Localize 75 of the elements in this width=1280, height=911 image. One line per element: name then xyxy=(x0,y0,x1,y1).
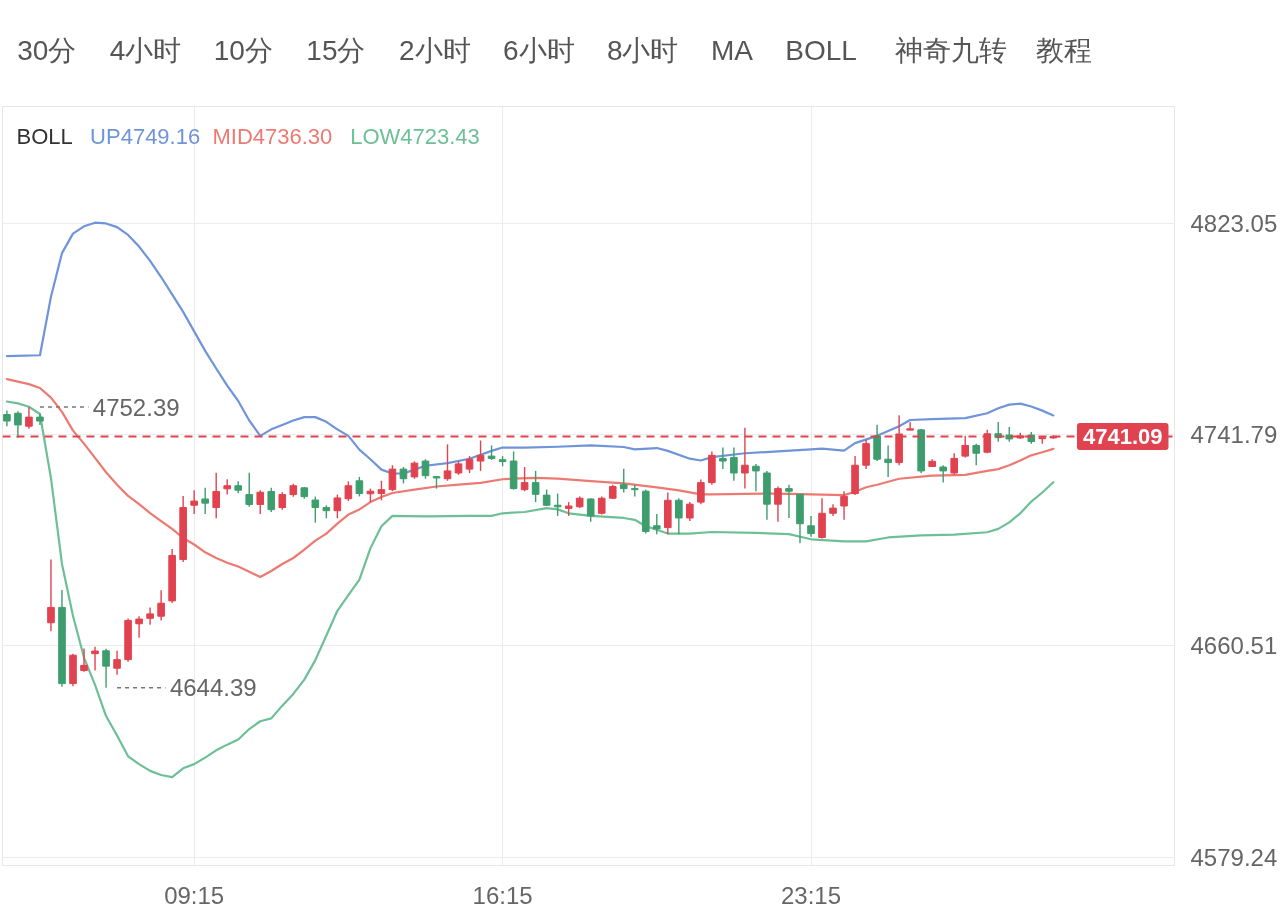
text: 30分 xyxy=(17,35,77,66)
text: 8小时 xyxy=(606,35,679,66)
candlestick xyxy=(840,490,848,521)
candlestick xyxy=(807,515,815,538)
candlestick xyxy=(619,468,628,494)
candlestick xyxy=(157,589,165,622)
x-tick-label: 23:15 xyxy=(780,881,842,909)
annotation: 4644.39 xyxy=(169,674,257,702)
y-tick-label: 4579.24 xyxy=(1190,843,1278,871)
candlestick xyxy=(47,558,55,632)
candlestick xyxy=(752,463,760,492)
text: 教程 xyxy=(1036,35,1093,66)
candlestick xyxy=(135,615,143,639)
candlestick xyxy=(597,495,606,516)
text: BOLL xyxy=(785,35,857,66)
x-tick-label: 09:15 xyxy=(164,881,225,909)
candlestick xyxy=(730,446,738,482)
candlestick xyxy=(884,444,892,478)
candlestick xyxy=(333,493,342,519)
candlestick xyxy=(972,442,981,466)
text: UP4749.16 xyxy=(90,124,201,149)
candlestick xyxy=(873,423,881,462)
candlestick xyxy=(355,476,364,498)
annotation: 4752.39 xyxy=(92,393,180,421)
text: MA xyxy=(710,35,754,66)
candlestick xyxy=(190,489,198,515)
text: 2小时 xyxy=(398,35,471,66)
candlestick xyxy=(785,484,793,519)
text: 15分 xyxy=(306,35,366,66)
text: MID4736.30 xyxy=(212,124,333,149)
candlestick xyxy=(102,648,110,689)
line-series xyxy=(5,400,1055,779)
candlestick xyxy=(311,495,320,524)
candlestick xyxy=(531,470,540,503)
ref-line-label: 4741.09 xyxy=(1082,423,1163,449)
candlestick xyxy=(675,497,683,536)
candlestick xyxy=(476,439,485,472)
candlestick xyxy=(377,480,386,501)
candlestick xyxy=(652,513,661,536)
x-tick-label: 16:15 xyxy=(472,881,533,909)
text: 4小时 xyxy=(109,35,182,66)
candlestick xyxy=(245,472,254,508)
candlestick xyxy=(14,410,22,439)
candlestick xyxy=(719,446,727,470)
candlestick xyxy=(267,487,276,513)
candlestick xyxy=(686,501,694,522)
candlestick xyxy=(146,606,154,626)
y-tick-label: 4823.05 xyxy=(1190,209,1278,237)
text: 神奇九转 xyxy=(895,35,1008,66)
line-series xyxy=(5,378,1055,579)
candlestick xyxy=(91,645,99,672)
candlestick xyxy=(862,439,870,470)
text: 10分 xyxy=(213,35,273,66)
candlestick xyxy=(421,458,430,480)
candlestick xyxy=(950,452,958,476)
candlestick xyxy=(388,464,397,492)
text: 6小时 xyxy=(502,35,575,66)
candlestick xyxy=(212,472,220,519)
candlestick xyxy=(443,443,452,482)
candlestick xyxy=(256,489,265,515)
candlestick xyxy=(80,647,88,673)
candlestick xyxy=(520,466,529,492)
candlestick xyxy=(344,480,353,502)
candlestick xyxy=(113,650,121,676)
text: LOW4723.43 xyxy=(350,124,480,149)
y-tick-label: 4660.51 xyxy=(1190,632,1278,660)
candlestick xyxy=(939,464,947,484)
candlestick xyxy=(697,478,705,505)
y-tick-label: 4741.79 xyxy=(1190,421,1278,449)
candlestick xyxy=(25,406,33,430)
candlestick xyxy=(906,421,914,431)
legend-title: BOLL xyxy=(16,124,73,149)
candlestick xyxy=(774,485,782,523)
candlestick xyxy=(201,487,209,515)
candlestick xyxy=(586,497,595,523)
